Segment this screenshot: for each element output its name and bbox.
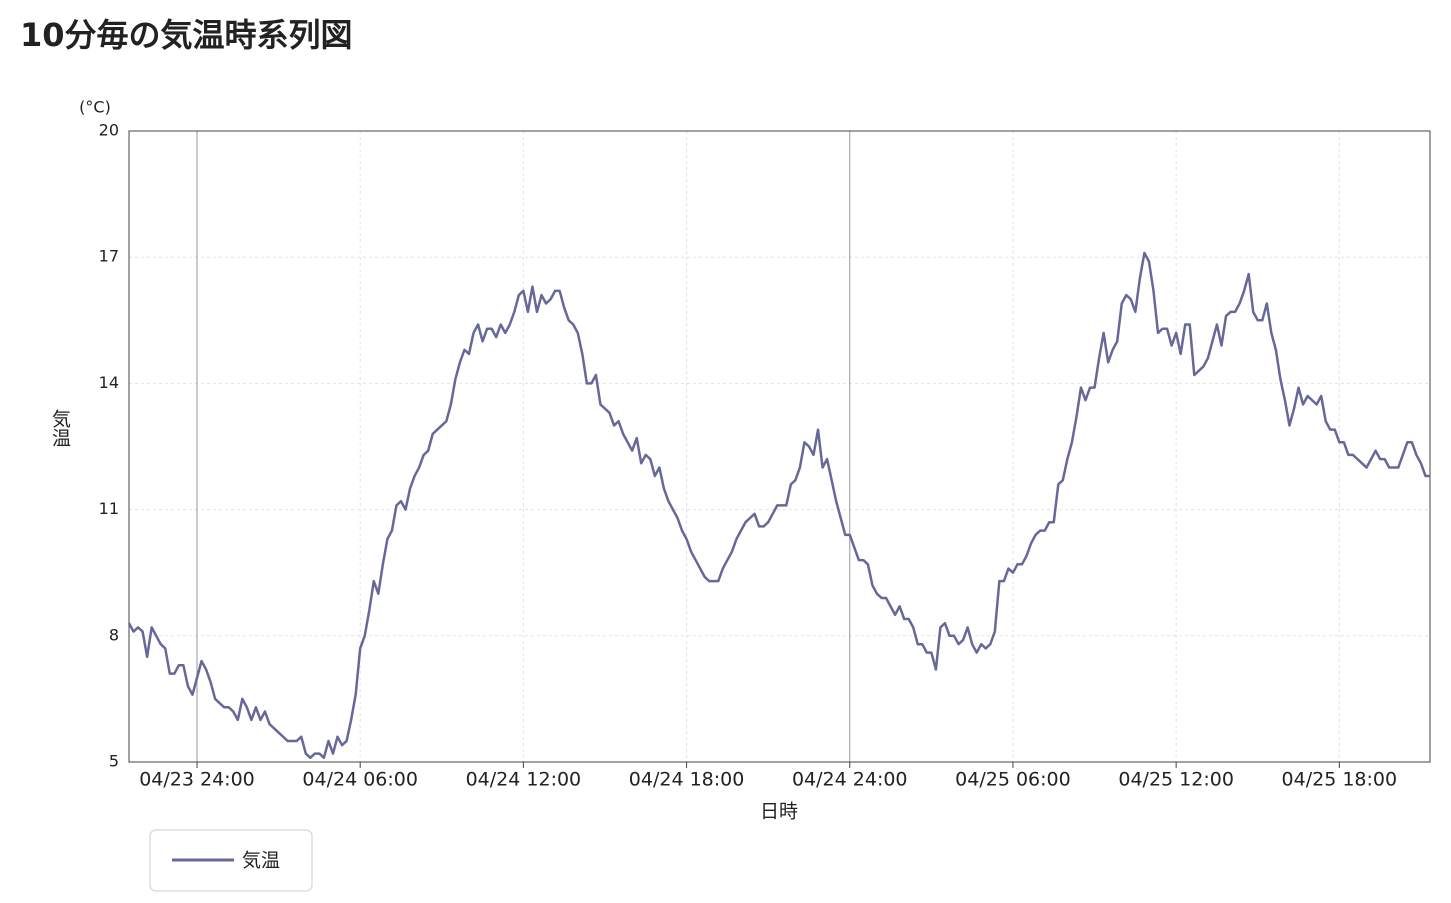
- x-tick-label: 04/24 18:00: [629, 769, 745, 791]
- y-tick-label: 17: [99, 247, 119, 266]
- data-line: [127, 251, 1430, 760]
- x-tick-label: 04/25 18:00: [1282, 769, 1398, 791]
- legend-label: 気温: [242, 850, 280, 872]
- x-tick-label: 04/25 12:00: [1118, 769, 1234, 791]
- y-tick-label: 5: [109, 752, 119, 771]
- y-tick-label: 20: [99, 121, 119, 140]
- x-tick-label: 04/23 24:00: [139, 769, 255, 791]
- y-unit: (°C): [79, 98, 111, 117]
- x-tick-label: 04/24 06:00: [302, 769, 418, 791]
- x-tick-label: 04/24 12:00: [466, 769, 582, 791]
- y-tick-label: 11: [99, 499, 119, 518]
- x-axis-label: 日時: [760, 801, 798, 823]
- chart-title: 10分毎の気温時系列図: [20, 16, 353, 54]
- y-tick-label: 8: [109, 625, 119, 644]
- y-tick-label: 14: [99, 373, 119, 392]
- x-tick-label: 04/24 24:00: [792, 769, 908, 791]
- plot-frame: [128, 130, 1431, 763]
- x-tick-label: 04/25 06:00: [955, 769, 1071, 791]
- y-axis-label: 気温: [49, 409, 71, 447]
